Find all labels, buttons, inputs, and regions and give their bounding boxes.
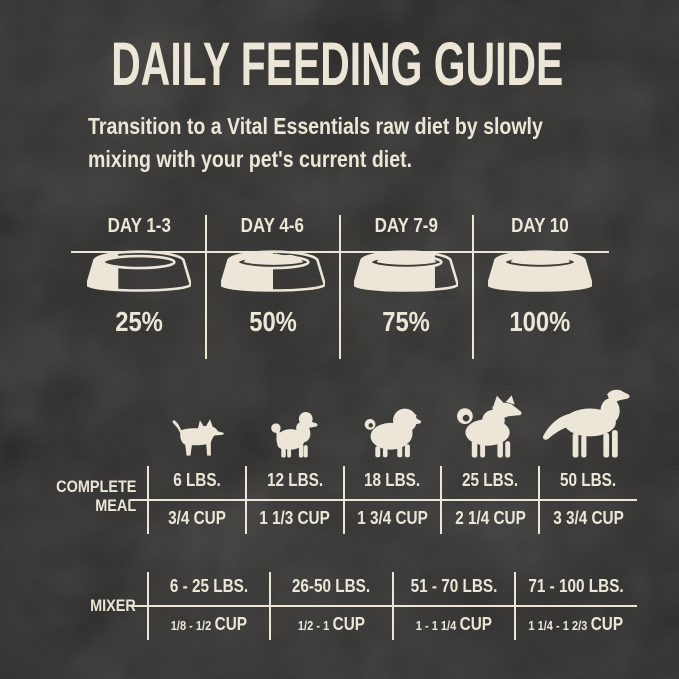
percent-label: 25% [115,306,163,337]
dog-size-row [148,380,637,458]
percent-label: 75% [382,306,431,337]
bowl-100-icon [488,250,593,292]
transition-column-day-10: DAY 10 100% [473,212,607,362]
weight-range: 71 - 100 LBS. [528,576,624,596]
cup-amount: 3/4 CUP [167,508,226,528]
weight-value: 50 LBS. [560,470,617,490]
percent-label: 50% [248,306,297,337]
page-title: DAILY FEEDING GUIDE [111,30,564,98]
complete-meal-label: COMPLETE MEAL [55,477,136,515]
weight-range: 26-50 LBS. [292,576,371,596]
shiba-inu-icon [456,395,522,458]
day-range-label: DAY 7-9 [374,215,439,237]
cup-amount: 3 3/4 CUP [552,508,624,528]
dog-cell [441,395,539,458]
cup-range: 1 1/4 - 1 2/3 CUP [528,614,624,634]
subtitle-line-2: mixing with your pet's current diet. [88,146,413,172]
transition-column-divider [472,215,475,359]
cup-amount: 2 1/4 CUP [454,508,526,528]
bowl-75-icon [354,250,459,300]
weight-value: 12 LBS. [266,470,323,490]
subtitle: Transition to a Vital Essentials raw die… [88,110,623,176]
large-dog-icon [543,389,630,458]
cup-amount: 1 1/3 CUP [259,508,330,528]
day-range-label: DAY 10 [511,215,569,237]
bowl-25-icon [86,250,191,300]
bowl-50-icon [220,250,325,300]
complete-meal-table: COMPLETE MEAL 6 LBS. 12 LBS. 18 LBS. 25 … [0,462,679,538]
dog-cell [344,406,442,458]
transition-column-day-1-3: DAY 1-3 25% [72,212,206,362]
dog-cell [246,411,344,458]
transition-column-day-4-6: DAY 4-6 50% [206,212,340,362]
weight-value: 6 LBS. [173,470,221,490]
transition-table: DAY 1-3 25% DAY 4-6 [71,212,609,362]
pug-icon [364,408,422,458]
cup-amount: 1 3/4 CUP [357,508,428,528]
cup-range: 1/2 - 1 CUP [297,614,365,634]
poodle-icon [271,411,318,458]
day-range-label: DAY 4-6 [240,215,305,237]
weight-value: 18 LBS. [364,470,421,490]
weight-value: 25 LBS. [462,470,519,490]
dog-cell [148,418,246,458]
dog-cell [539,385,637,458]
mixer-label: MIXER [90,596,136,615]
percent-label: 100% [509,306,571,337]
transition-column-divider [204,215,207,359]
cup-range: 1/8 - 1/2 CUP [170,614,248,634]
mixer-table: MIXER 6 - 25 LBS. 26-50 LBS. 51 - 70 LBS… [0,568,679,644]
weight-range: 6 - 25 LBS. [170,576,249,596]
day-range-label: DAY 1-3 [107,215,171,237]
chihuahua-icon [173,419,225,456]
transition-column-day-7-9: DAY 7-9 75% [340,212,474,362]
transition-column-divider [338,215,341,359]
cup-range: 1 - 1 1/4 CUP [415,614,492,634]
subtitle-line-1: Transition to a Vital Essentials raw die… [88,113,543,139]
weight-range: 51 - 70 LBS. [410,576,497,596]
